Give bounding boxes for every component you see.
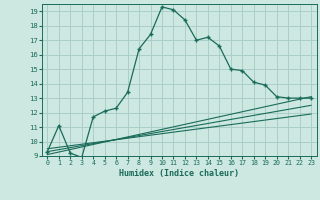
X-axis label: Humidex (Indice chaleur): Humidex (Indice chaleur)	[119, 169, 239, 178]
